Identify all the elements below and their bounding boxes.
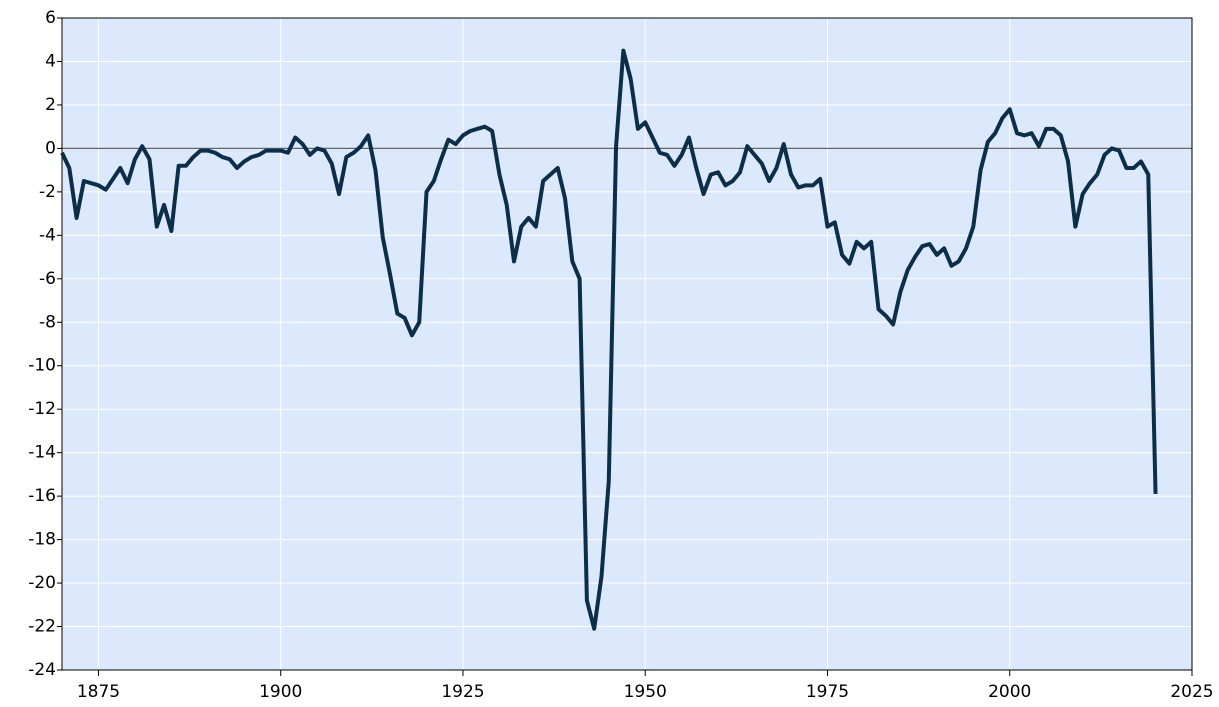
y-tick-label: -14: [28, 443, 56, 463]
y-tick-label: -2: [39, 182, 56, 202]
y-tick-label: -6: [39, 269, 56, 289]
y-tick-label: -16: [28, 486, 56, 506]
y-tick-label: -4: [39, 225, 56, 245]
series-line: [60, 48, 1158, 631]
y-tick-label: -12: [28, 399, 56, 419]
y-tick-label: 2: [45, 95, 56, 115]
x-tick-label: 2000: [988, 682, 1031, 702]
x-tick-label: 1950: [624, 682, 667, 702]
x-tick-label: 2025: [1170, 682, 1213, 702]
y-tick-label: 4: [45, 51, 56, 71]
y-tick-label: -18: [28, 530, 56, 550]
y-tick-label: -24: [28, 660, 56, 680]
x-tick-label: 1900: [259, 682, 302, 702]
y-tick-label: -10: [28, 356, 56, 376]
plot-area: [62, 18, 1192, 670]
y-tick-label: 0: [45, 138, 56, 158]
x-tick-label: 1875: [77, 682, 120, 702]
x-tick-label: 1975: [806, 682, 849, 702]
y-tick-label: -20: [28, 573, 56, 593]
y-tick-label: 6: [45, 8, 56, 28]
plot-frame: [61, 17, 1193, 671]
x-tick-label: 1925: [441, 682, 484, 702]
y-tick-label: -8: [39, 312, 56, 332]
y-tick-label: -22: [28, 617, 56, 637]
